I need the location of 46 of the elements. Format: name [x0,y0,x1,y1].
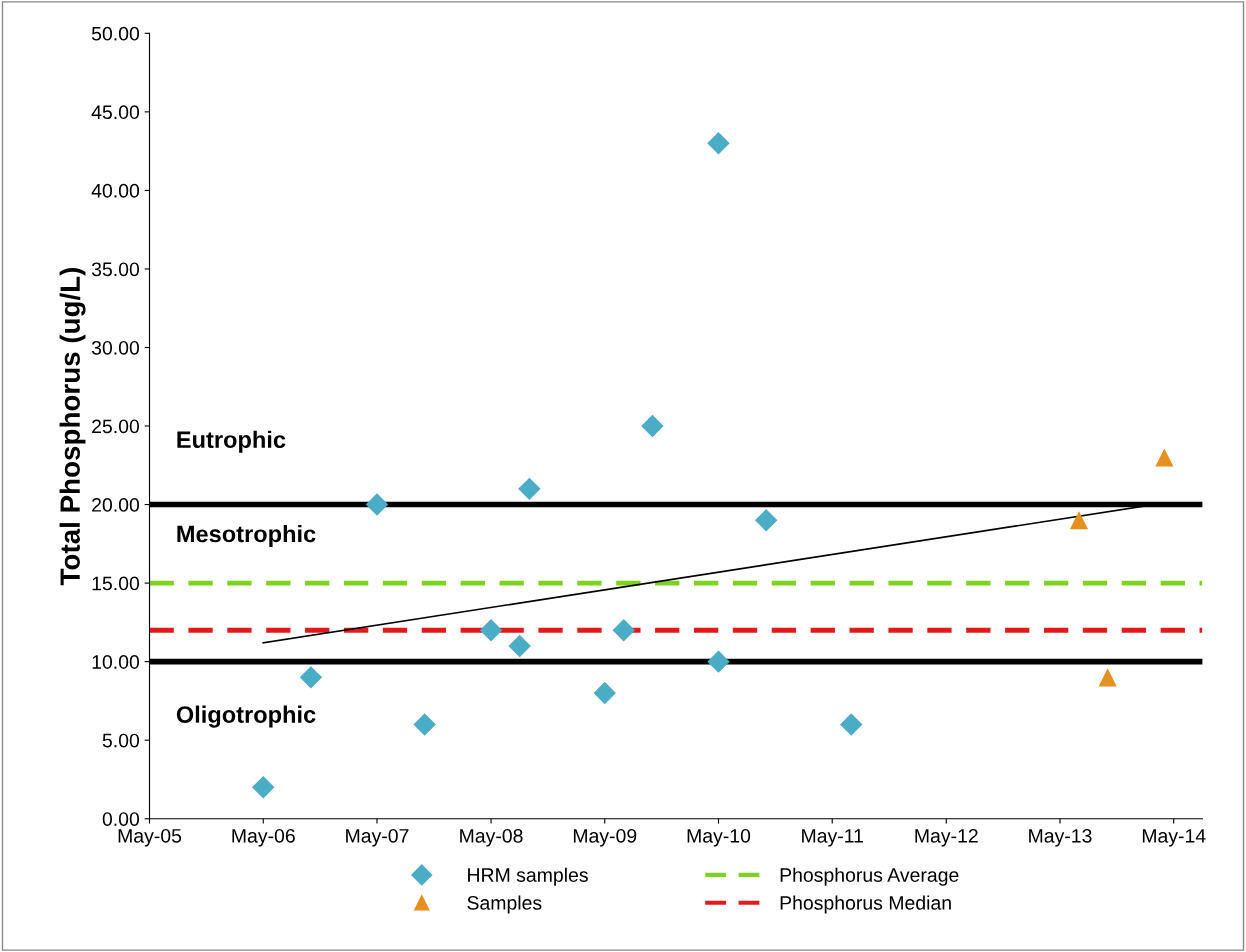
x-tick-label: May-05 [118,828,182,847]
point [252,776,275,799]
legend-label: Phosphorus Average [780,867,959,886]
point [707,132,730,155]
point [612,619,635,642]
point [840,713,863,736]
y-tick-label: 25.00 [92,419,140,434]
x-tick-label: May-10 [687,828,751,847]
x-tick-label: May-08 [460,828,523,847]
y-tick-label: 10.00 [92,655,140,669]
y-tick-label: 50.00 [91,26,140,41]
x-tick-label: May-12 [915,828,978,847]
point [707,650,730,673]
y-tick-label: 15.00 [92,576,140,591]
y-tick-label: 35.00 [91,262,140,277]
point [299,666,323,689]
x-tick-label: May-06 [232,828,295,847]
x-tick-label: May-13 [1029,828,1092,847]
y-tick-label: 40.00 [91,183,140,198]
annotation: Oligotrophic [176,705,316,728]
x-tick-label: May-14 [1142,829,1206,847]
x-tick-label: May-09 [573,828,637,847]
x-tick-label: May-07 [346,828,409,847]
point [754,509,778,532]
annotation: Mesotrophic [177,524,316,547]
y-tick-label: 0.00 [102,812,140,826]
y-axis-title: Total Phosphorus (ug/L) [59,267,86,586]
y-tick-label: 20.00 [92,498,140,512]
legend-label: Phosphorus Median [780,895,951,914]
point [413,713,436,736]
y-tick-label: 45.00 [91,105,140,120]
annotation: Eutrophic [177,430,286,453]
point [479,619,503,642]
point [365,493,389,516]
point [1098,668,1117,687]
point [1155,448,1174,467]
point [641,414,664,438]
point [1069,511,1089,530]
legend-label: Samples [467,895,542,914]
legend-label: HRM samples [468,867,588,886]
point [593,681,616,705]
x-tick-label: May-11 [802,829,863,847]
point [508,634,531,658]
y-tick-label: 30.00 [91,340,140,355]
y-tick-label: 5.00 [102,733,140,748]
point [518,477,541,501]
